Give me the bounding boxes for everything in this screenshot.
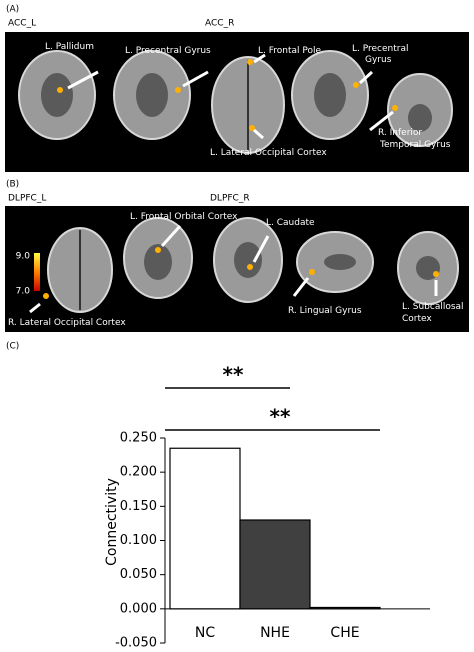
region-label: L. Lateral Occipital Cortex	[210, 148, 327, 158]
y-tick-label: 0.100	[120, 533, 157, 548]
region-line: L. Lateral Occipital Cortex	[210, 148, 327, 158]
region-line: L. Precentral Gyrus	[125, 46, 211, 56]
arrows	[29, 224, 438, 314]
region-line: L. Precentral	[352, 44, 408, 54]
region-line: L. Pallidum	[45, 42, 94, 52]
y-tick-label: 0.250	[120, 431, 157, 446]
y-tick-label: 0.200	[120, 465, 157, 480]
region-line: R. Inferior	[378, 128, 422, 138]
x-tick-label: NC	[195, 625, 215, 641]
colorbar-label: 9.0	[16, 252, 31, 262]
region-line: L. Caudate	[266, 218, 315, 228]
group-label: ACC_L	[8, 19, 36, 29]
panel-label: (B)	[6, 180, 19, 190]
region-line: R. Lingual Gyrus	[288, 306, 362, 316]
x-tick-label: NHE	[260, 625, 290, 641]
region-label: L. Frontal Pole	[258, 46, 321, 56]
y-tick-label: 0.000	[120, 601, 157, 616]
arrows	[67, 53, 394, 140]
group-label: DLPFC_R	[210, 194, 250, 204]
y-tick-label: 0.050	[120, 567, 157, 582]
y-axis-label: Connectivity	[104, 478, 120, 566]
panel-label: (A)	[6, 5, 19, 15]
y-tick-label: 0.150	[120, 499, 157, 514]
bar	[169, 447, 241, 610]
region-line: Cortex	[402, 314, 432, 324]
region-line: Gyrus	[365, 55, 392, 65]
group-label: DLPFC_L	[8, 194, 46, 204]
region-label: R. Lateral Occipital Cortex	[8, 318, 126, 328]
region-label: L. Precentral Gyrus	[352, 44, 408, 65]
colorbar-label: 7.0	[16, 287, 31, 297]
panel-label: (C)	[6, 342, 19, 352]
plot: -0.050 0.000 0.050 0.100 0.150 0.200 0.250 NC NH…	[115, 363, 430, 651]
significance-label: **	[270, 405, 291, 429]
x-tick-label: CHE	[330, 625, 359, 641]
region-label: L. Subcallosal Cortex	[402, 302, 464, 324]
colorbar	[34, 253, 40, 291]
region-label: R. Lingual Gyrus	[288, 306, 362, 316]
brain-images	[43, 217, 459, 313]
region-label: L. Precentral Gyrus	[125, 46, 211, 56]
bar	[239, 519, 311, 610]
region-line: L. Subcallosal	[402, 302, 464, 312]
region-label: L. Frontal Orbital Cortex	[130, 212, 238, 222]
region-line: R. Lateral Occipital Cortex	[8, 318, 126, 328]
group-label: ACC_R	[205, 19, 234, 29]
region-label: L. Caudate	[266, 218, 315, 228]
brain-images	[18, 50, 453, 154]
significance-label: **	[223, 363, 244, 387]
region-label: L. Pallidum	[45, 42, 94, 52]
region-line: Temporal Gyrus	[379, 140, 451, 150]
y-tick-label: -0.050	[115, 636, 157, 651]
region-line: L. Frontal Pole	[258, 46, 321, 56]
region-line: L. Frontal Orbital Cortex	[130, 212, 238, 222]
region-label: R. Inferior Temporal Gyrus	[378, 128, 451, 150]
bar	[309, 606, 381, 610]
